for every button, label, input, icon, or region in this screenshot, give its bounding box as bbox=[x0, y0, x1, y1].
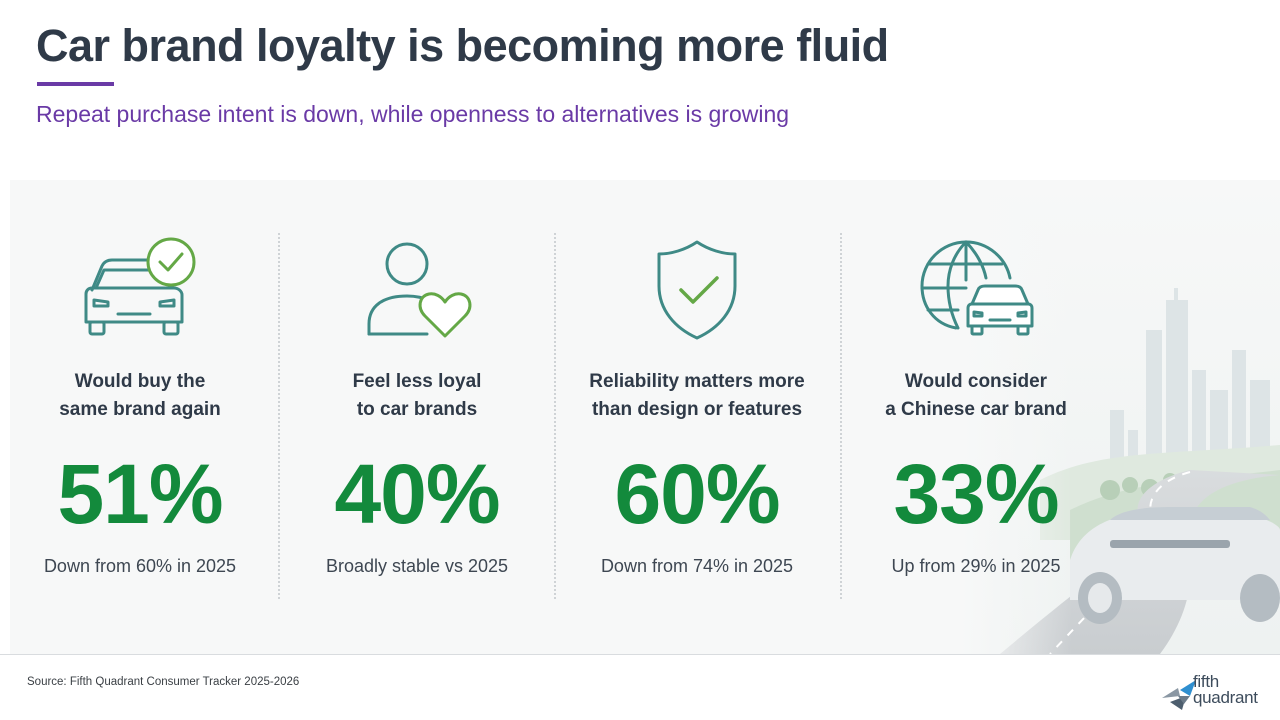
stat-value: 51% bbox=[57, 447, 223, 541]
stat-value: 40% bbox=[334, 447, 500, 541]
person-heart-icon bbox=[367, 242, 472, 338]
stat-card-reliability: Reliability matters more than design or … bbox=[559, 236, 835, 596]
column-divider bbox=[278, 233, 280, 599]
stats-panel bbox=[10, 180, 1280, 654]
stat-value: 33% bbox=[893, 447, 1059, 541]
city-road-car-illustration bbox=[960, 180, 1280, 654]
stat-label: Feel less loyal to car brands bbox=[352, 371, 482, 420]
slide-subtitle: Repeat purchase intent is down, while op… bbox=[36, 101, 790, 127]
stat-note: Up from 29% in 2025 bbox=[891, 556, 1061, 576]
logo-mark-icon bbox=[1162, 680, 1196, 710]
shield-check-icon bbox=[657, 240, 737, 340]
stat-card-less-loyal: Feel less loyal to car brands 40% Broadl… bbox=[279, 236, 555, 596]
fifth-quadrant-logo: fifth quadrant bbox=[1160, 672, 1270, 716]
stat-note: Broadly stable vs 2025 bbox=[325, 556, 509, 576]
slide-title: Car brand loyalty is becoming more fluid bbox=[36, 20, 889, 71]
globe-car-icon bbox=[920, 240, 1034, 336]
stat-note: Down from 74% in 2025 bbox=[600, 556, 794, 576]
stat-note: Down from 60% in 2025 bbox=[43, 556, 237, 576]
stat-value: 60% bbox=[614, 447, 780, 541]
logo-wordmark: fifth quadrant bbox=[1193, 672, 1258, 707]
column-divider bbox=[840, 233, 842, 599]
source-note: Source: Fifth Quadrant Consumer Tracker … bbox=[27, 676, 300, 688]
column-divider bbox=[554, 233, 556, 599]
stat-label: Would buy the same brand again bbox=[59, 371, 221, 420]
stat-card-brand-repurchase: Would buy the same brand again 51% Down … bbox=[2, 236, 278, 596]
stat-card-chinese-brand: Would consider a Chinese car brand 33% U… bbox=[838, 236, 1114, 596]
stat-label: Would consider a Chinese car brand bbox=[885, 371, 1067, 420]
car-check-icon bbox=[84, 237, 196, 336]
stat-label: Reliability matters more than design or … bbox=[589, 371, 805, 420]
title-underline bbox=[37, 82, 114, 86]
panel-bottom-rule bbox=[0, 654, 1280, 655]
